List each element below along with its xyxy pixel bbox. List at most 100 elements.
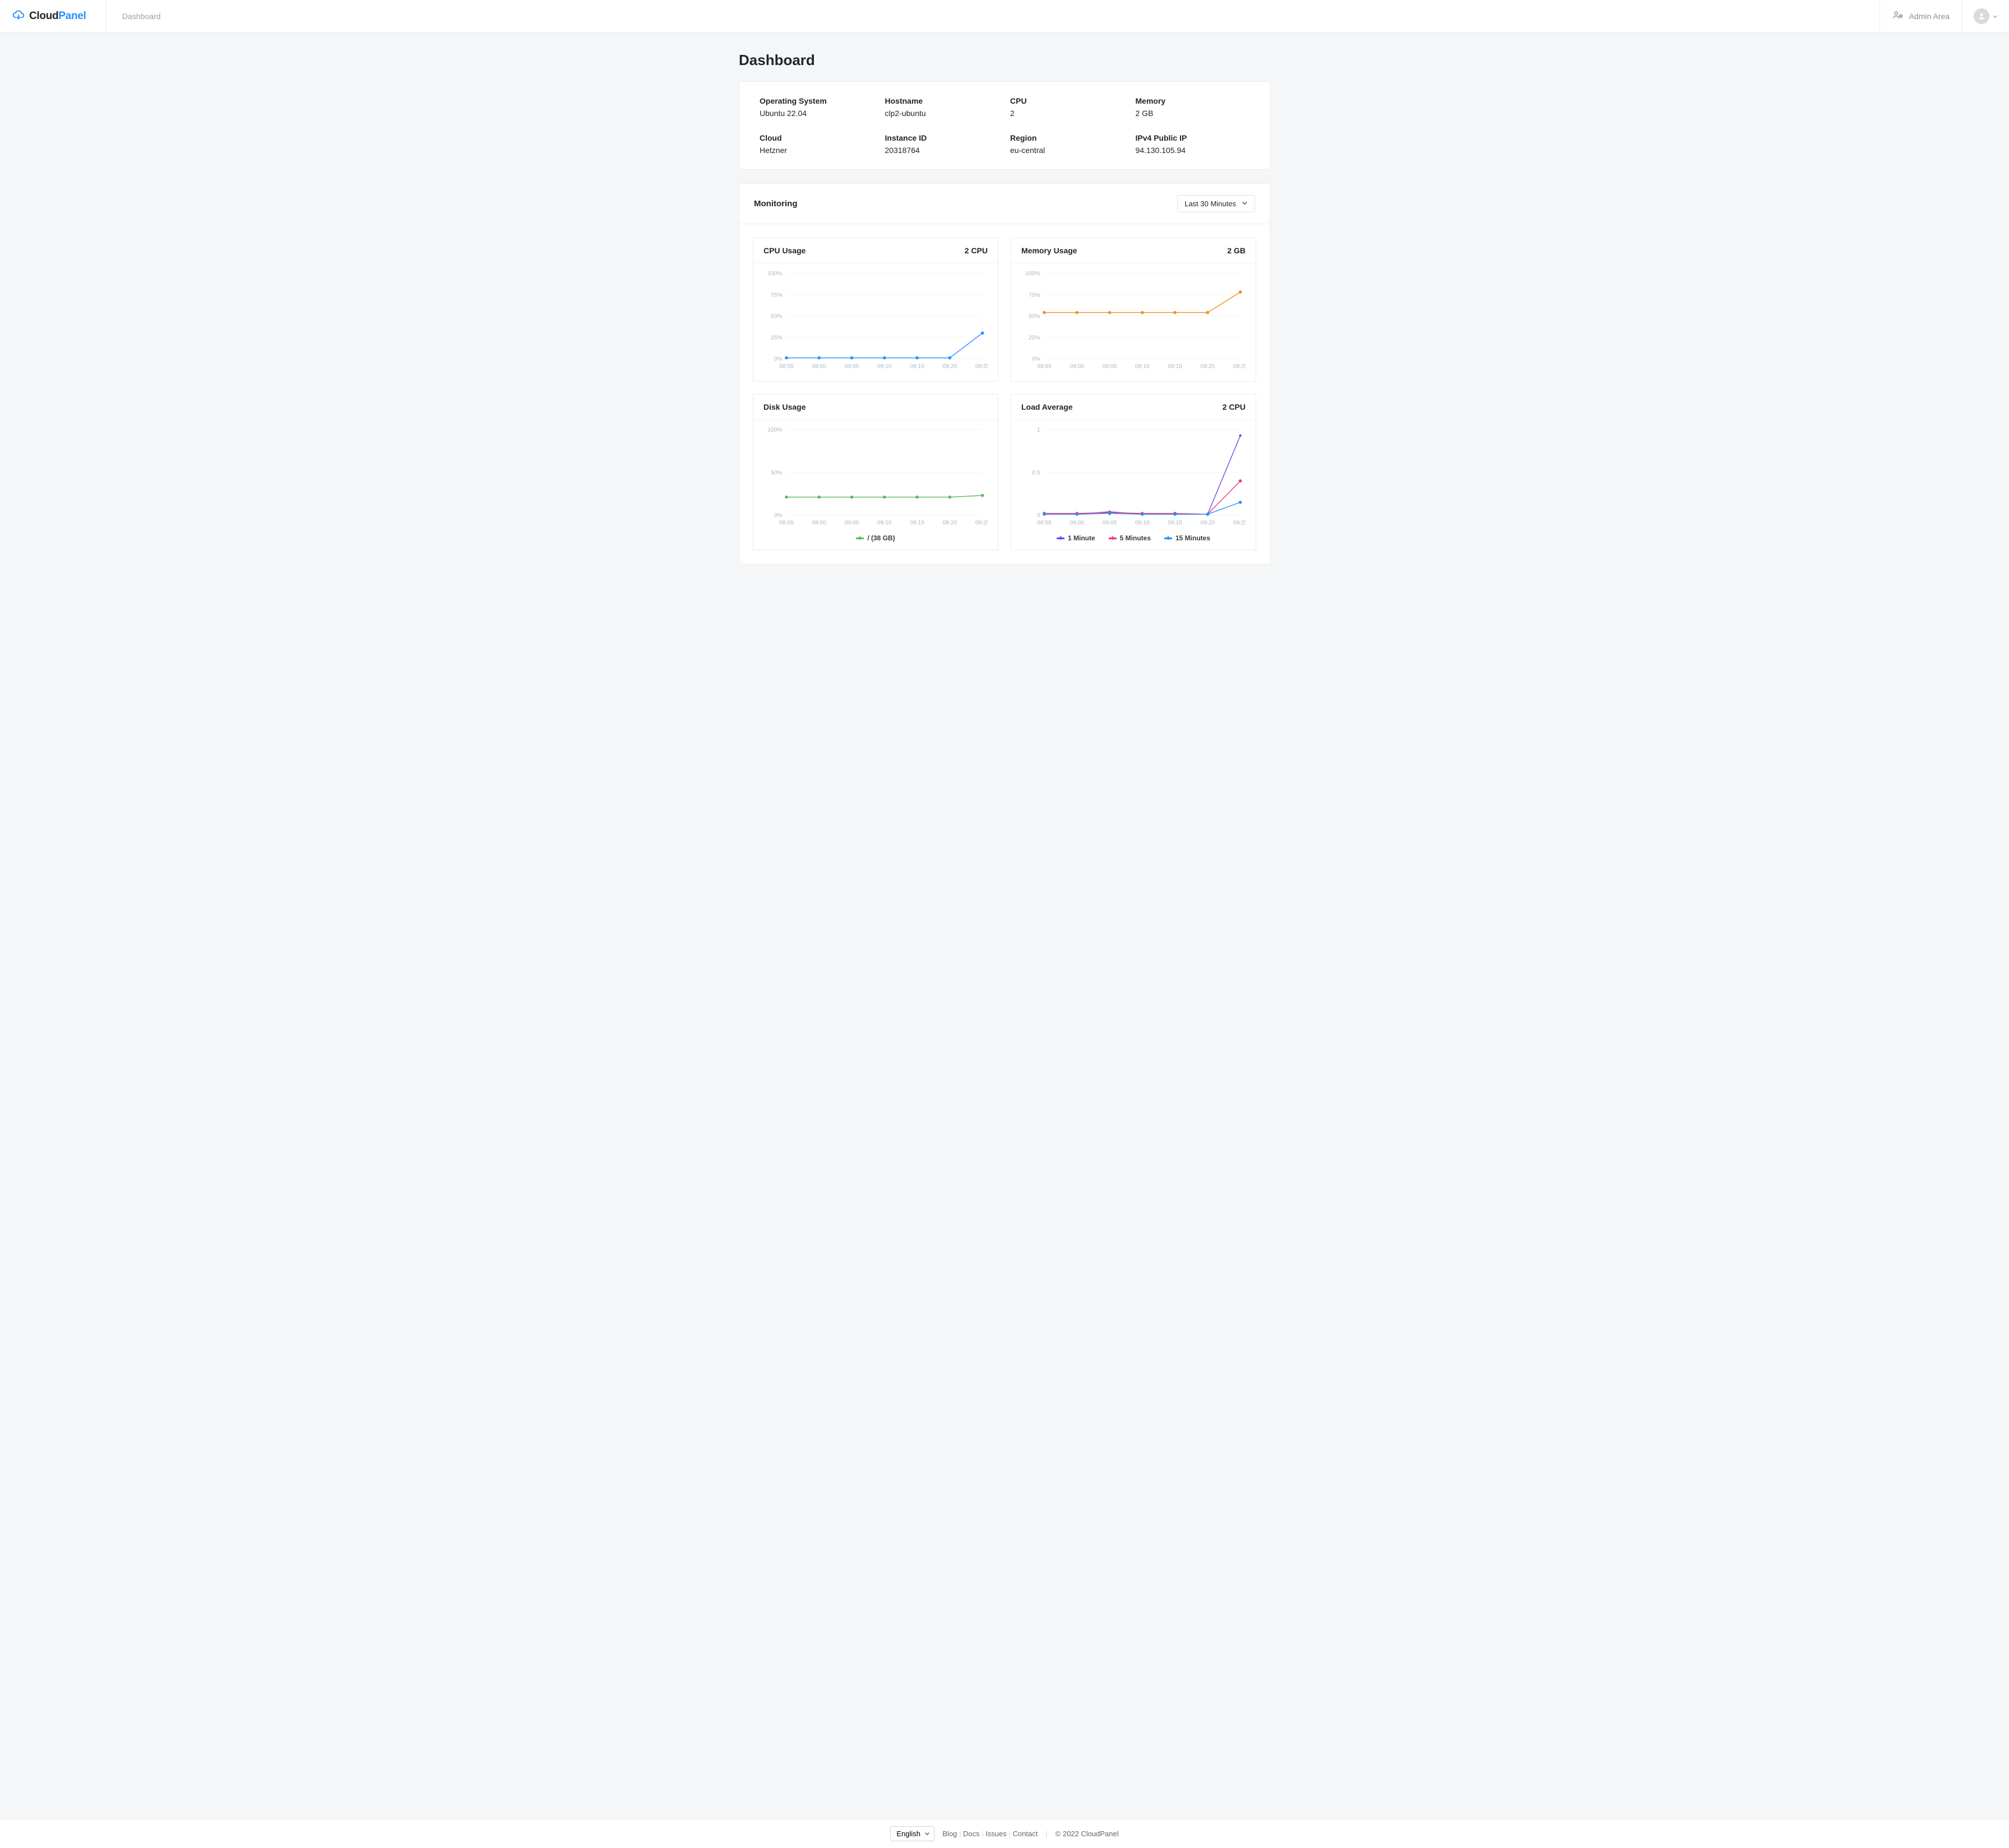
info-item: IPv4 Public IP94.130.105.94 [1136,133,1250,155]
svg-text:09:00: 09:00 [1070,520,1084,526]
svg-text:09:20: 09:20 [1201,364,1215,370]
cpu-chart-body: 0%25%50%75%100%08:5509:0009:0509:1009:15… [753,263,998,381]
svg-text:09:15: 09:15 [1168,520,1182,526]
svg-text:09:05: 09:05 [845,364,859,370]
memory-chart-meta: 2 GB [1227,246,1246,255]
disk-legend: / (38 GB) [763,530,988,542]
load-chart-meta: 2 CPU [1223,402,1246,411]
memory-chart-body: 0%25%50%75%100%08:5509:0009:0509:1009:15… [1011,263,1256,381]
admin-area-link[interactable]: Admin Area [1880,0,1962,32]
brand[interactable]: CloudPanel [0,0,107,32]
legend-label: / (38 GB) [867,534,895,542]
svg-text:09:20: 09:20 [943,364,957,370]
info-item: Operating SystemUbuntu 22.04 [760,96,874,118]
svg-text:1: 1 [1037,427,1040,433]
load-chart-panel: Load Average 2 CPU 0 0.5 1 08:55 09:00 09:05 09:… [1011,394,1256,550]
svg-text:0.5: 0.5 [1032,470,1040,476]
chevron-down-icon [1242,200,1248,208]
disk-chart-title: Disk Usage [763,402,806,411]
language-select[interactable]: English [890,1826,934,1841]
svg-text:50%: 50% [1029,313,1040,319]
load-chart-title: Load Average [1021,402,1073,411]
info-item: Hostnameclp2-ubuntu [885,96,999,118]
info-label: Instance ID [885,133,999,142]
cpu-chart-title: CPU Usage [763,246,806,255]
monitoring-title: Monitoring [754,199,797,209]
info-label: IPv4 Public IP [1136,133,1250,142]
info-label: Hostname [885,96,999,105]
language-select-wrap: English [890,1826,934,1841]
primary-nav: Dashboard [107,0,1880,32]
info-label: Cloud [760,133,874,142]
svg-text:09:15: 09:15 [1168,364,1182,370]
brand-text: CloudPanel [29,10,86,22]
legend-label: 15 Minutes [1175,534,1210,542]
info-label: Region [1010,133,1124,142]
info-value: eu-central [1010,146,1124,155]
svg-text:0: 0 [1037,513,1040,519]
info-item: Memory2 GB [1136,96,1250,118]
svg-text:09:10: 09:10 [877,520,892,526]
info-value: 2 GB [1136,109,1250,118]
svg-text:75%: 75% [771,292,782,298]
load-legend: 1 Minute 5 Minutes 15 Minutes [1021,530,1246,542]
svg-text:0%: 0% [774,513,783,519]
footer-separator: | [1045,1830,1047,1838]
load-chart-svg: 00.5108:5509:0009:0509:1009:1509:2009:25 [1021,425,1246,530]
nav-dashboard[interactable]: Dashboard [122,12,161,21]
svg-text:09:05: 09:05 [1103,520,1117,526]
time-range-select[interactable]: Last 30 Minutes [1177,195,1255,212]
svg-text:09:25: 09:25 [975,364,988,370]
chevron-down-icon [1993,12,1998,21]
admin-area-icon [1892,10,1904,22]
legend-swatch [1057,538,1064,539]
legend-swatch [1109,538,1117,539]
legend-item: 15 Minutes [1164,534,1210,542]
svg-text:08:55: 08:55 [779,520,794,526]
info-value: Hetzner [760,146,874,155]
svg-text:09:20: 09:20 [943,520,957,526]
svg-text:50%: 50% [771,470,782,476]
monitoring-header: Monitoring Last 30 Minutes [739,184,1270,224]
legend-item: / (38 GB) [856,534,895,542]
disk-chart-svg: 0%50%100%08:5509:0009:0509:1009:1509:200… [763,425,988,530]
brand-icon [12,9,25,23]
svg-text:09:00: 09:00 [1070,364,1084,370]
info-item: CPU2 [1010,96,1124,118]
svg-text:0%: 0% [774,356,783,363]
main: Dashboard Operating SystemUbuntu 22.04Ho… [730,33,1279,628]
info-item: Instance ID20318764 [885,133,999,155]
legend-label: 5 Minutes [1120,534,1151,542]
svg-text:08:55: 08:55 [1037,520,1052,526]
svg-text:09:10: 09:10 [877,364,892,370]
footer-separator: | [980,1830,986,1838]
svg-text:09:05: 09:05 [1103,364,1117,370]
load-chart-body: 00.5108:5509:0009:0509:1009:1509:2009:25… [1011,420,1256,550]
svg-text:25%: 25% [771,335,782,341]
user-menu[interactable] [1962,0,2009,32]
svg-text:09:10: 09:10 [1135,364,1150,370]
svg-text:09:25: 09:25 [1233,520,1246,526]
legend-label: 1 Minute [1068,534,1095,542]
footer-link[interactable]: Blog [942,1830,957,1838]
time-range-label: Last 30 Minutes [1184,200,1236,208]
footer-link[interactable]: Issues [985,1830,1007,1838]
info-item: Cloud Hetzner [760,133,874,155]
svg-text:0%: 0% [1032,356,1040,363]
info-value: Ubuntu 22.04 [760,109,874,118]
cpu-chart-header: CPU Usage2 CPU [753,238,998,263]
svg-text:08:55: 08:55 [779,364,794,370]
disk-chart-panel: Disk Usage0%50%100%08:5509:0009:0509:100… [753,394,998,550]
legend-swatch [856,538,864,539]
monitoring-card: Monitoring Last 30 Minutes CPU Usage2 CP… [739,183,1270,564]
footer-copyright: © 2022 CloudPanel [1056,1830,1119,1838]
svg-text:09:25: 09:25 [1233,364,1246,370]
info-item: Region eu-central [1010,133,1124,155]
load-chart-header: Load Average 2 CPU [1011,395,1256,420]
svg-text:100%: 100% [1025,271,1040,277]
footer-link[interactable]: Docs [963,1830,980,1838]
avatar [1974,8,1989,24]
footer-link[interactable]: Contact [1012,1830,1038,1838]
admin-area-label: Admin Area [1909,12,1950,21]
svg-text:09:10: 09:10 [1135,520,1150,526]
